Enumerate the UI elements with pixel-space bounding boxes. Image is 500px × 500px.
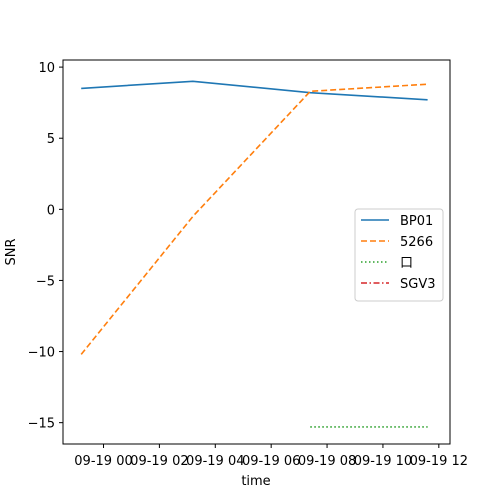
x-tick-label: 09-19 08 (298, 454, 356, 469)
y-axis-label: SNR (4, 238, 19, 265)
legend: BP01 5266 口 SGV3 (354, 208, 444, 302)
plot-lines (80, 80, 428, 428)
legend-label: 口 (400, 256, 413, 271)
legend-label: SGV3 (400, 277, 436, 292)
x-tick-label: 09-19 02 (130, 454, 188, 469)
legend-label: BP01 (400, 214, 433, 229)
y-axis: 10 5 0 −5 −10 −15 (28, 61, 63, 432)
series-line-1 (80, 83, 428, 355)
y-tick-label: 10 (38, 61, 55, 76)
y-tick-label: 0 (47, 203, 55, 218)
y-tick-label: −10 (28, 346, 55, 361)
series-line-0 (81, 80, 428, 101)
x-tick-label: 09-19 04 (186, 454, 244, 469)
plot-frame (62, 59, 451, 445)
x-tick-label: 09-19 00 (74, 454, 132, 469)
legend-box (354, 208, 444, 302)
x-tick-label: 09-19 06 (242, 454, 300, 469)
x-axis-label: time (241, 474, 270, 489)
y-tick-label: −5 (36, 274, 55, 289)
y-tick-label: −15 (28, 417, 55, 432)
x-tick-label: 09-19 12 (410, 454, 468, 469)
x-tick-label: 09-19 10 (354, 454, 412, 469)
legend-label: 5266 (400, 235, 433, 250)
y-tick-label: 5 (47, 132, 55, 147)
